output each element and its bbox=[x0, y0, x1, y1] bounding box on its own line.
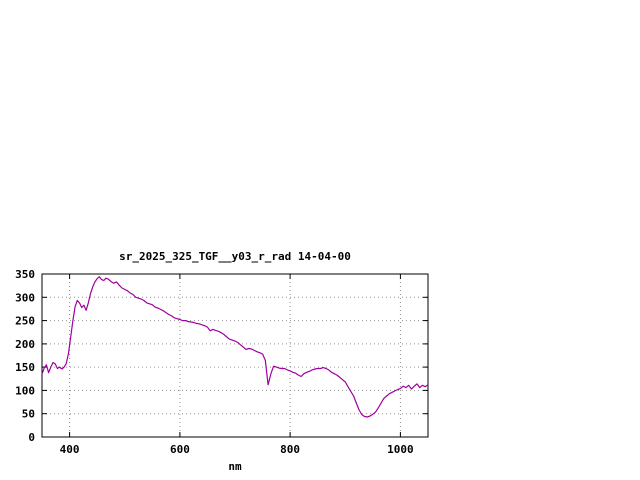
x-axis-label: nm bbox=[228, 460, 242, 473]
x-tick-label: 400 bbox=[60, 443, 80, 456]
x-tick-label: 600 bbox=[170, 443, 190, 456]
y-tick-label: 0 bbox=[28, 431, 35, 444]
y-tick-label: 100 bbox=[15, 384, 35, 397]
x-tick-label: 800 bbox=[280, 443, 300, 456]
y-tick-label: 200 bbox=[15, 338, 35, 351]
x-tick-label: 1000 bbox=[387, 443, 414, 456]
y-tick-label: 250 bbox=[15, 315, 35, 328]
y-tick-label: 350 bbox=[15, 268, 35, 281]
y-tick-label: 150 bbox=[15, 361, 35, 374]
y-tick-label: 300 bbox=[15, 291, 35, 304]
chart-title: sr_2025_325_TGF__y03_r_rad 14-04-00 bbox=[119, 250, 351, 263]
y-tick-label: 50 bbox=[22, 408, 35, 421]
plot-border bbox=[41, 273, 429, 438]
series-line bbox=[41, 276, 429, 418]
